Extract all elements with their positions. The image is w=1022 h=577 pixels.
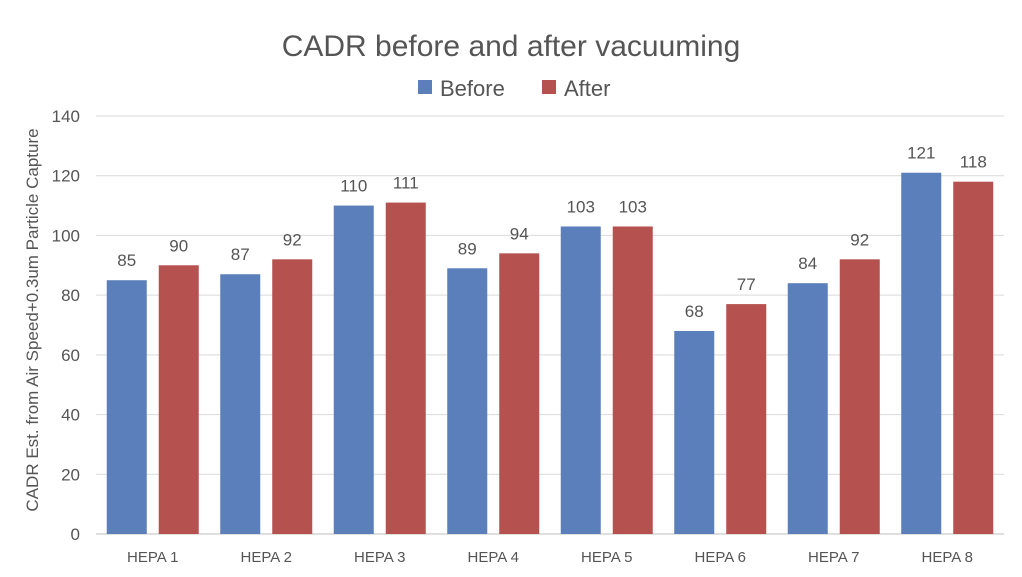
bar-before xyxy=(447,268,488,534)
data-label: 110 xyxy=(340,177,367,196)
data-label: 85 xyxy=(117,251,136,270)
y-tick-label: 60 xyxy=(61,346,80,365)
data-labels: 85 90 87 92 110 111 89 94 103 103 68 77 84 92 121 118 xyxy=(117,144,987,321)
bar-after xyxy=(385,202,426,535)
y-axis-label: CADR Est. from Air Speed+0.3um Particle … xyxy=(23,128,42,511)
data-label: 118 xyxy=(960,153,987,172)
bar-before xyxy=(333,205,374,535)
data-label: 77 xyxy=(737,275,756,294)
chart-title: CADR before and after vacuuming xyxy=(282,30,741,63)
data-label: 94 xyxy=(510,224,529,243)
x-tick-label: HEPA 2 xyxy=(241,549,292,566)
bar-after xyxy=(839,259,880,534)
y-tick-label: 120 xyxy=(52,167,80,186)
bar-after xyxy=(499,253,540,535)
bars xyxy=(106,172,994,535)
x-tick-label: HEPA 7 xyxy=(808,549,859,566)
data-label: 103 xyxy=(567,197,595,216)
bar-before xyxy=(106,280,147,534)
x-tick-label: HEPA 4 xyxy=(468,549,519,566)
bar-before xyxy=(674,330,715,534)
y-tick-labels: 0 20 40 60 80 100 120 140 xyxy=(52,107,80,544)
y-tick-label: 100 xyxy=(52,226,80,245)
y-tick-label: 140 xyxy=(52,107,80,126)
legend-label-after: After xyxy=(564,76,610,101)
legend-swatch-after xyxy=(542,80,556,94)
data-label: 89 xyxy=(458,239,477,258)
legend-label-before: Before xyxy=(440,76,505,101)
y-tick-label: 0 xyxy=(71,525,80,544)
x-tick-label: HEPA 1 xyxy=(127,549,178,566)
data-label: 68 xyxy=(685,302,704,321)
bar-after xyxy=(158,265,199,534)
data-label: 90 xyxy=(169,236,188,255)
x-tick-labels: HEPA 1 HEPA 2 HEPA 3 HEPA 4 HEPA 5 HEPA 6 HEPA… xyxy=(127,549,973,566)
x-tick-label: HEPA 8 xyxy=(922,549,973,566)
data-label: 121 xyxy=(907,144,935,163)
y-tick-label: 40 xyxy=(61,406,80,425)
bar-after xyxy=(612,226,653,534)
bar-before xyxy=(901,172,942,534)
x-tick-label: HEPA 5 xyxy=(581,549,632,566)
data-label: 111 xyxy=(393,174,419,193)
bar-after xyxy=(272,259,313,534)
data-label: 92 xyxy=(850,230,869,249)
bar-before xyxy=(787,283,828,534)
data-label: 103 xyxy=(619,197,647,216)
y-tick-label: 80 xyxy=(61,286,80,305)
legend-swatch-before xyxy=(418,80,432,94)
data-label: 84 xyxy=(798,254,817,273)
bar-after xyxy=(726,304,767,534)
data-label: 87 xyxy=(231,245,250,264)
legend: Before After xyxy=(418,76,610,101)
data-label: 92 xyxy=(283,230,302,249)
bar-after xyxy=(953,181,994,534)
x-tick-label: HEPA 6 xyxy=(695,549,746,566)
bar-before xyxy=(560,226,601,534)
y-tick-label: 20 xyxy=(61,465,80,484)
x-tick-label: HEPA 3 xyxy=(354,549,405,566)
bar-before xyxy=(220,274,261,534)
